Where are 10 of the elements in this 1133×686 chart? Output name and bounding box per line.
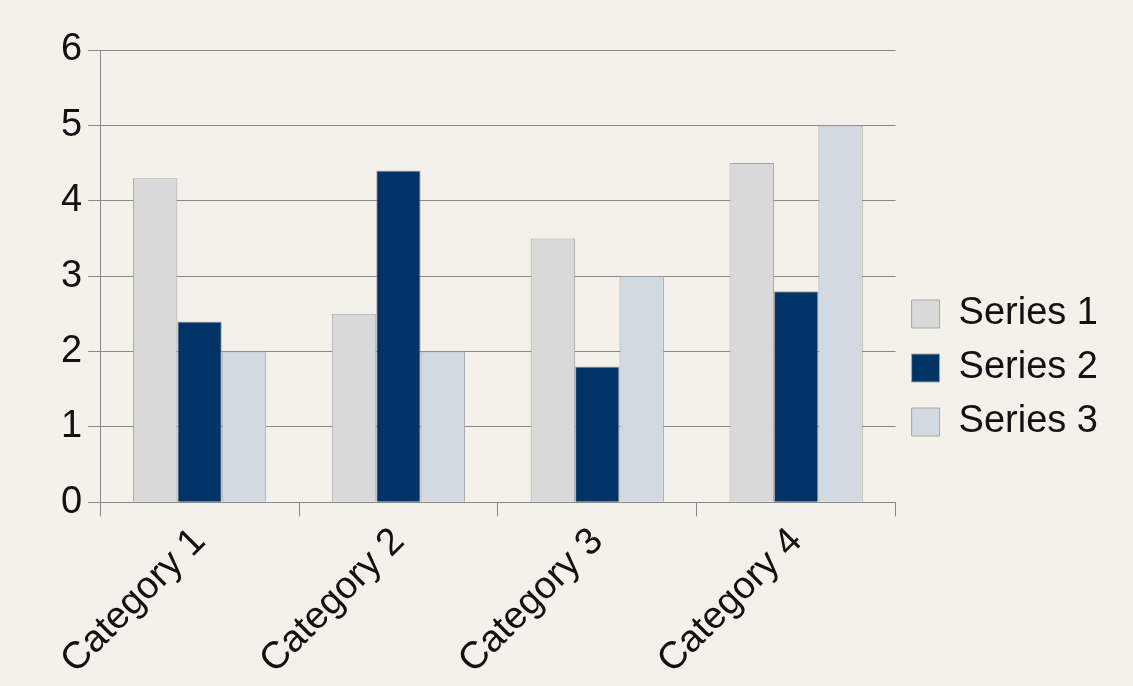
legend-label: Series 3 [958,398,1098,441]
y-tick-label: 6 [60,26,83,69]
y-tick-label: 5 [60,101,83,144]
y-tick-label: 3 [60,252,83,295]
legend-label: Series 1 [958,290,1098,333]
y-tick-label: 0 [60,478,83,521]
y-tick-label: 2 [60,328,83,371]
y-tick-label: 4 [60,177,83,220]
y-tick-label: 1 [60,403,83,446]
legend-label: Series 2 [958,344,1098,387]
